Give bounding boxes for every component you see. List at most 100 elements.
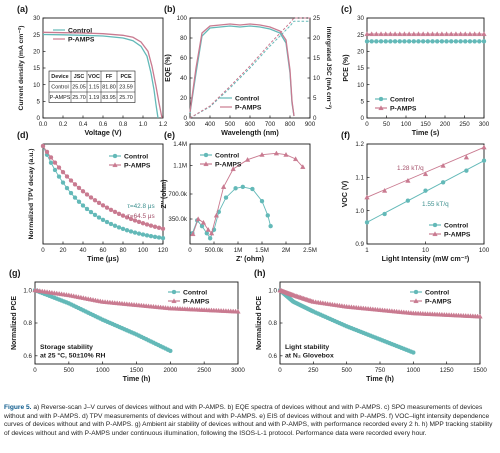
legend-marker bbox=[432, 231, 438, 237]
table-cell: P-AMPS bbox=[50, 95, 71, 101]
table-cell: 23.59 bbox=[119, 85, 133, 91]
table-header-cell: VOC bbox=[88, 74, 100, 80]
y-tick-label: 1.0 bbox=[355, 208, 364, 215]
x-tick-label: 100 bbox=[479, 247, 490, 254]
x-tick-label: 10 bbox=[422, 247, 429, 254]
spo-point bbox=[453, 39, 459, 44]
eis-point bbox=[213, 212, 220, 218]
legend-marker bbox=[112, 162, 118, 168]
panel-label: (c) bbox=[341, 4, 352, 14]
y-axis-label: Z'' (ohm) bbox=[161, 180, 168, 209]
panel-b: (b)300 400 500 600 700 800 9000204060801000510… bbox=[164, 4, 332, 137]
table-cell: 25.70 bbox=[119, 95, 133, 101]
voc-point bbox=[405, 198, 411, 203]
legend-label: Control bbox=[183, 289, 207, 296]
x-tick-label: 1.5M bbox=[255, 247, 269, 254]
spo-point bbox=[458, 39, 463, 44]
plot-frame bbox=[366, 17, 485, 119]
x-tick-label: 700 bbox=[265, 121, 276, 128]
condition-line: Storage stability bbox=[40, 344, 93, 351]
spo-point bbox=[387, 31, 394, 37]
legend-marker bbox=[112, 153, 118, 159]
x-tick-label: 1250 bbox=[440, 367, 454, 374]
spo-point bbox=[434, 31, 440, 37]
spo-point bbox=[420, 31, 426, 37]
y-tick-label: 0 bbox=[361, 115, 365, 122]
y-tick-label: 30 bbox=[357, 15, 364, 22]
table-cell: 81.80 bbox=[102, 85, 116, 91]
panel-label: (a) bbox=[17, 4, 28, 14]
legend-marker bbox=[203, 161, 209, 167]
voc-point bbox=[364, 220, 370, 225]
x-tick-label: 800 bbox=[285, 121, 296, 128]
y-axis-label: PCE (%) bbox=[343, 54, 350, 81]
y-axis-label-right: Intergrated JSC (mA cm⁻²) bbox=[325, 27, 332, 110]
y-tick-label: 20 bbox=[357, 49, 364, 56]
panel-f: (f) 1 10 100 0.9 1.0 1.1 1.2 1.28 kT/q 1.55 kT/q C… bbox=[341, 130, 490, 263]
y-tick-label-right: 20 bbox=[313, 35, 320, 42]
y-tick-label: 25 bbox=[357, 32, 364, 39]
y-tick-label: 0 bbox=[37, 115, 41, 122]
spo-point bbox=[444, 39, 449, 44]
y-tick-label: 0.8 bbox=[23, 320, 32, 327]
x-tick-label: 1500 bbox=[473, 367, 487, 374]
eis-point bbox=[283, 152, 289, 157]
x-tick-label: 100 bbox=[138, 247, 149, 254]
spo-point bbox=[373, 31, 379, 37]
y-tick-label: 0.6 bbox=[268, 353, 277, 360]
voc-point bbox=[423, 188, 428, 193]
legend-label: P-AMPS bbox=[235, 104, 262, 111]
stability-condition-label: Light stability at N₂ Glovebox bbox=[285, 344, 334, 360]
legend-marker bbox=[378, 96, 384, 102]
legend-label: Control bbox=[235, 95, 259, 102]
voc-point bbox=[422, 171, 429, 177]
x-tick-label: 300 bbox=[479, 121, 490, 128]
x-tick-label: 500 bbox=[225, 121, 236, 128]
eis-point bbox=[259, 198, 265, 204]
legend-label: P-AMPS bbox=[425, 298, 452, 305]
y-axis-label: Current density (mA cm⁻²) bbox=[18, 26, 25, 111]
x-tick-label: 80 bbox=[120, 247, 127, 254]
x-axis-label: Z' (ohm) bbox=[236, 254, 265, 263]
x-axis-label: Wavelength (nm) bbox=[221, 128, 279, 137]
spo-point bbox=[462, 31, 468, 37]
eis-point bbox=[207, 236, 213, 241]
legend-label: Control bbox=[68, 27, 92, 34]
spo-point bbox=[402, 39, 407, 44]
jv-curve bbox=[42, 33, 159, 119]
panel-label: (b) bbox=[164, 4, 176, 14]
slope-control-label: 1.55 kT/q bbox=[422, 201, 449, 208]
y-tick-label: 350.0k bbox=[168, 216, 187, 223]
x-tick-label: 150 bbox=[420, 121, 431, 128]
spo-point bbox=[472, 39, 477, 44]
legend-label: P-AMPS bbox=[124, 162, 151, 169]
y-tick-label: 100 bbox=[177, 15, 188, 22]
spo-point bbox=[457, 31, 464, 37]
panel-label: (g) bbox=[9, 268, 21, 278]
eis-point bbox=[233, 186, 238, 191]
x-tick-label: 50 bbox=[383, 121, 390, 128]
eis-point bbox=[195, 216, 201, 222]
y-tick-label: 10 bbox=[357, 82, 364, 89]
spo-point bbox=[477, 39, 482, 44]
x-tick-label: 2.5M bbox=[303, 247, 317, 254]
spo-point bbox=[443, 31, 450, 37]
stability-point bbox=[168, 348, 173, 354]
x-tick-label: 300 bbox=[185, 121, 196, 128]
y-axis-label: Normalized TPV decay (a.u.) bbox=[28, 148, 35, 239]
panel-e: (e) 0 500.0k 1M 1.5M 2M 2.5M 350.0k 700.0k 1.1M 1.… bbox=[161, 130, 317, 263]
spo-point bbox=[416, 39, 421, 44]
spo-point bbox=[411, 31, 417, 37]
panel-h: (h) 0 250 500 750 1000 1250 1500 0.6 0.8 1.0 Contro… bbox=[254, 268, 487, 383]
table-header-cell: PCE bbox=[120, 74, 131, 80]
x-tick-label: 60 bbox=[100, 247, 107, 254]
y-tick-label: 0 bbox=[184, 115, 188, 122]
x-tick-label: 20 bbox=[60, 247, 67, 254]
table-header-cell: JSC bbox=[74, 74, 85, 80]
x-tick-label: 200 bbox=[440, 121, 451, 128]
integrated-jsc-curve bbox=[189, 20, 310, 119]
eis-point bbox=[223, 195, 229, 200]
condition-line: at 25 °C, 50±10% RH bbox=[40, 352, 105, 360]
spo-point bbox=[463, 39, 468, 44]
x-tick-label: 750 bbox=[375, 367, 386, 374]
